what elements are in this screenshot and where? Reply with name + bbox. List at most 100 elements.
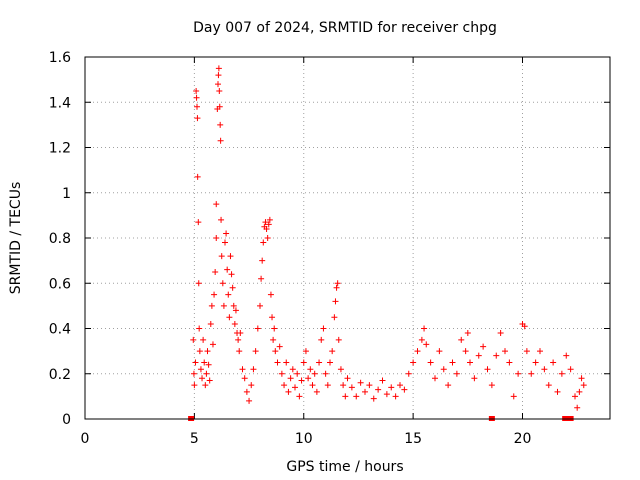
data-point <box>545 382 552 389</box>
data-point <box>217 137 224 144</box>
data-point <box>263 225 270 232</box>
data-point <box>449 359 456 366</box>
data-point <box>215 72 222 79</box>
data-point <box>401 386 408 393</box>
data-point <box>208 302 215 309</box>
data-point <box>215 65 222 72</box>
data-point <box>458 336 465 343</box>
data-point <box>206 377 213 384</box>
data-point <box>311 370 318 377</box>
data-point <box>305 375 312 382</box>
data-point <box>357 379 364 386</box>
data-point <box>246 397 253 404</box>
data-point <box>332 298 339 305</box>
data-point <box>224 266 231 273</box>
data-point <box>243 388 250 395</box>
data-point <box>223 230 230 237</box>
data-point <box>432 375 438 382</box>
data-point <box>239 366 246 373</box>
data-point <box>258 275 265 282</box>
data-point <box>392 393 399 400</box>
data-point <box>362 388 368 395</box>
data-point <box>488 382 495 389</box>
data-point <box>236 348 243 355</box>
data-point <box>298 377 305 384</box>
y-tick-label: 0.2 <box>49 367 71 383</box>
data-point <box>217 121 224 128</box>
data-point <box>475 352 482 359</box>
data-point <box>327 359 333 366</box>
data-point <box>228 271 235 278</box>
data-point <box>445 382 452 389</box>
data-point <box>379 377 386 384</box>
data-point <box>510 393 517 400</box>
data-point <box>423 341 430 348</box>
data-point <box>212 268 219 275</box>
data-point <box>201 359 208 366</box>
data-point <box>287 375 294 382</box>
data-point <box>414 348 421 355</box>
data-point <box>427 359 434 366</box>
data-point <box>313 388 320 395</box>
data-point <box>213 235 220 241</box>
data-point <box>563 352 570 359</box>
data-point <box>329 348 336 355</box>
data-point <box>248 382 255 389</box>
data-point <box>558 370 565 377</box>
data-point <box>267 291 274 298</box>
data-point <box>320 325 327 332</box>
data-point <box>580 382 587 389</box>
data-point <box>464 330 471 337</box>
x-tick-label: 20 <box>514 431 532 447</box>
x-axis-label: GPS time / hours <box>286 459 403 475</box>
data-point <box>220 302 227 309</box>
data-point <box>574 404 581 411</box>
plot-frame <box>84 56 611 420</box>
data-point <box>274 359 281 366</box>
data-point <box>257 302 263 309</box>
data-point <box>480 343 487 350</box>
data-point <box>550 359 557 366</box>
data-point <box>502 348 508 355</box>
data-point <box>375 386 382 393</box>
data-point <box>294 370 301 377</box>
data-point <box>397 382 403 389</box>
data-point <box>229 284 236 291</box>
data-point <box>497 330 504 337</box>
data-point <box>484 366 491 373</box>
data-point <box>195 280 202 287</box>
y-tick-label: 0.6 <box>49 276 71 292</box>
data-point <box>276 343 283 350</box>
data-point <box>334 280 341 287</box>
data-point <box>471 375 478 382</box>
data-point <box>532 359 539 366</box>
data-point <box>219 280 226 287</box>
data-point <box>405 370 412 377</box>
data-point <box>344 375 351 382</box>
data-point <box>271 325 278 332</box>
data-point <box>366 382 373 389</box>
data-point <box>225 291 232 298</box>
y-tick-label: 1.2 <box>49 141 71 157</box>
data-point <box>190 336 197 343</box>
data-point <box>215 81 221 88</box>
x-tick-label: 15 <box>404 431 422 447</box>
data-point <box>370 395 377 402</box>
data-point <box>196 325 203 332</box>
y-tick-label: 0.8 <box>49 231 71 247</box>
y-tick-label: 1 <box>62 186 71 202</box>
data-point <box>289 366 296 373</box>
data-point <box>241 375 248 382</box>
data-point <box>232 307 239 314</box>
data-point <box>453 370 460 377</box>
data-points <box>188 65 587 421</box>
data-point <box>197 366 204 373</box>
data-point <box>216 103 223 110</box>
data-point <box>227 253 234 260</box>
data-point <box>259 257 266 264</box>
y-tick-label: 1.4 <box>49 95 71 111</box>
y-tick-label: 1.6 <box>49 50 71 66</box>
data-point <box>272 348 279 355</box>
data-point <box>567 366 574 373</box>
